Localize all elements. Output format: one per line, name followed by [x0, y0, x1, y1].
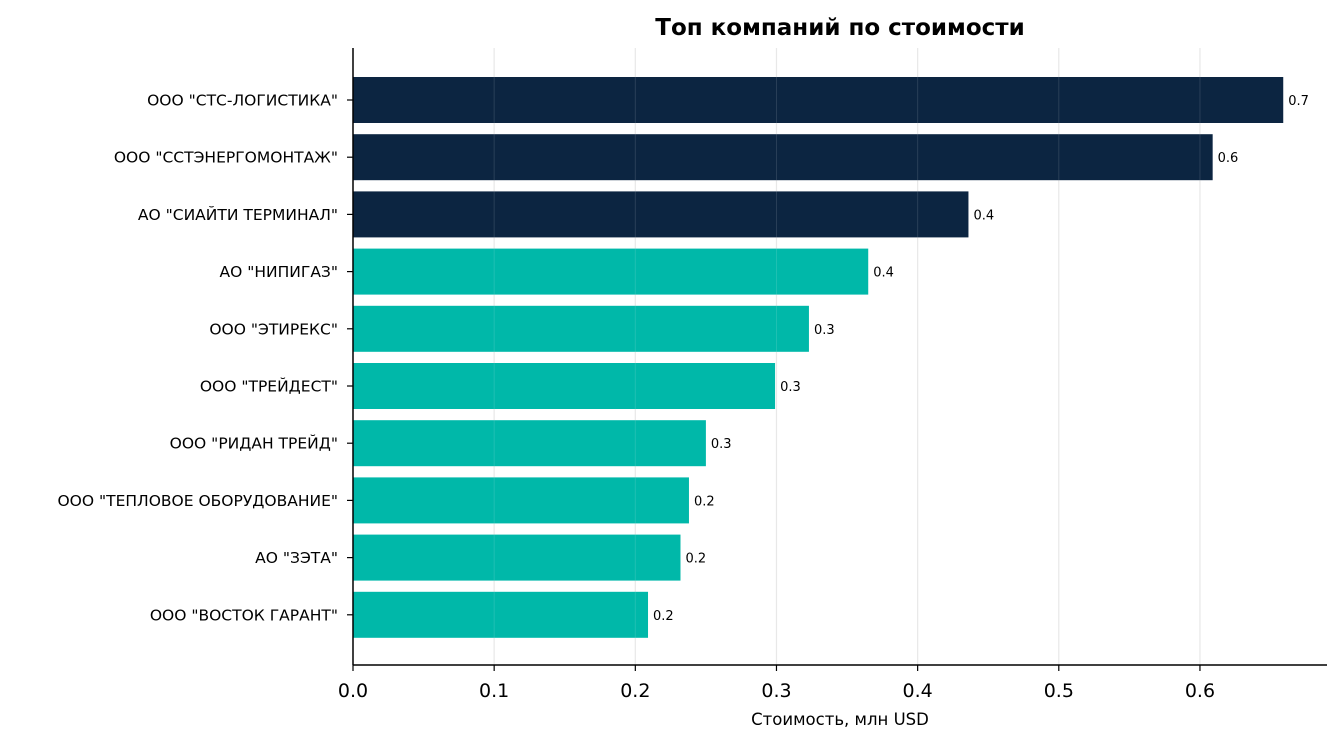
- bar: [353, 134, 1213, 181]
- x-tick-label: 0.0: [338, 680, 368, 702]
- data-label: 0.3: [814, 323, 835, 338]
- chart-title: Топ компаний по стоимости: [655, 15, 1024, 41]
- category-label: ООО "СТС-ЛОГИСТИКА": [147, 92, 338, 110]
- bar: [353, 248, 869, 295]
- axes: ООО "СТС-ЛОГИСТИКА" ООО "ССТЭНЕРГОМОНТАЖ"…: [57, 48, 1327, 702]
- data-label: 0.6: [1218, 151, 1239, 166]
- data-label: 0.3: [780, 380, 801, 395]
- data-label: 0.2: [653, 609, 674, 624]
- x-tick-label: 0.4: [903, 680, 933, 702]
- x-tick-label: 0.6: [1185, 680, 1215, 702]
- bar: [353, 77, 1284, 123]
- category-label: ООО "РИДАН ТРЕЙД": [170, 434, 338, 453]
- category-label: АО "ЗЭТА": [255, 549, 338, 567]
- x-axis-label: Стоимость, млн USD: [751, 710, 929, 729]
- category-label: АО "НИПИГАЗ": [220, 263, 338, 281]
- bar: [353, 591, 649, 638]
- bar: [353, 191, 969, 238]
- category-label: ООО "ТРЕЙДЕСТ": [200, 377, 338, 396]
- data-label: 0.7: [1288, 94, 1309, 109]
- bar: [353, 420, 706, 467]
- category-label: АО "СИАЙТИ ТЕРМИНАЛ": [138, 205, 338, 224]
- category-label: ООО "ТЕПЛОВОЕ ОБОРУДОВАНИЕ": [57, 492, 338, 510]
- bars: 0.7 0.6 0.4 0.4 0.3 0.3 0.3 0.2 0.2 0.2: [353, 48, 1309, 665]
- data-label: 0.4: [873, 266, 894, 281]
- data-label: 0.4: [973, 208, 994, 223]
- x-tick-label: 0.5: [1044, 680, 1074, 702]
- data-label: 0.2: [694, 494, 715, 509]
- category-label: ООО "ВОСТОК ГАРАНТ": [150, 606, 338, 624]
- x-tick-label: 0.2: [620, 680, 650, 702]
- category-label: ООО "ССТЭНЕРГОМОНТАЖ": [114, 149, 338, 167]
- data-label: 0.3: [711, 437, 732, 452]
- bar: [353, 477, 689, 524]
- category-label: ООО "ЭТИРЕКС": [209, 320, 338, 338]
- data-label: 0.2: [685, 552, 706, 567]
- bar: [353, 363, 776, 409]
- x-tick-label: 0.1: [479, 680, 509, 702]
- bar: [353, 305, 809, 352]
- x-tick-label: 0.3: [761, 680, 791, 702]
- bar: [353, 534, 681, 581]
